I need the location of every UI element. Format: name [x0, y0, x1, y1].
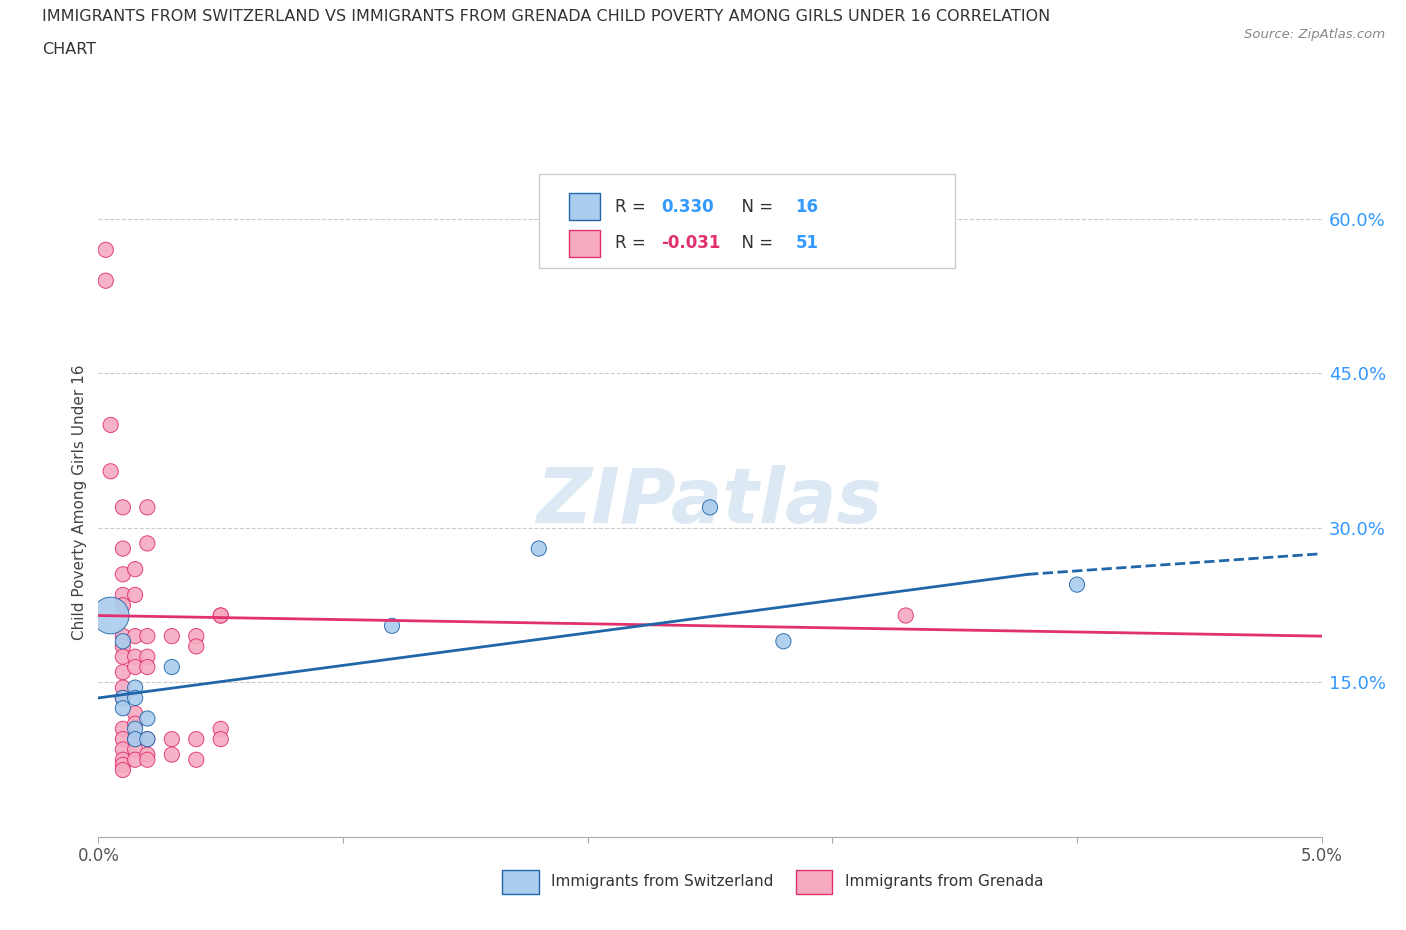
FancyBboxPatch shape: [569, 193, 600, 219]
Point: [100, 608, 122, 623]
Point: [209, 722, 232, 737]
Text: Source: ZipAtlas.com: Source: ZipAtlas.com: [1244, 28, 1385, 41]
Text: -0.031: -0.031: [661, 234, 720, 252]
Point: [111, 634, 134, 649]
Point: [124, 649, 146, 664]
Point: [186, 629, 208, 644]
FancyBboxPatch shape: [502, 870, 538, 894]
Point: [124, 562, 146, 577]
Point: [894, 608, 917, 623]
Text: Immigrants from Grenada: Immigrants from Grenada: [845, 874, 1043, 889]
Point: [124, 629, 146, 644]
Point: [124, 659, 146, 674]
FancyBboxPatch shape: [538, 174, 955, 268]
Point: [186, 732, 208, 747]
Point: [772, 634, 794, 649]
Point: [186, 639, 208, 654]
Point: [209, 608, 232, 623]
Point: [111, 665, 134, 680]
Point: [111, 690, 134, 705]
Point: [124, 706, 146, 721]
Point: [111, 629, 134, 644]
Point: [94, 243, 117, 258]
Point: [136, 659, 159, 674]
FancyBboxPatch shape: [796, 870, 832, 894]
Point: [111, 500, 134, 515]
Point: [124, 680, 146, 695]
Point: [136, 732, 159, 747]
Point: [111, 763, 134, 777]
Point: [124, 752, 146, 767]
Point: [209, 608, 232, 623]
Text: R =: R =: [614, 234, 651, 252]
Point: [136, 536, 159, 551]
FancyBboxPatch shape: [569, 230, 600, 257]
Point: [111, 680, 134, 695]
Point: [124, 732, 146, 747]
Point: [136, 629, 159, 644]
Point: [160, 659, 183, 674]
Point: [111, 690, 134, 705]
Text: R =: R =: [614, 197, 651, 216]
Point: [124, 716, 146, 731]
Text: ZIPatlas: ZIPatlas: [537, 465, 883, 539]
Point: [136, 747, 159, 762]
Point: [111, 639, 134, 654]
Point: [527, 541, 550, 556]
Point: [699, 500, 721, 515]
Point: [209, 732, 232, 747]
Text: 16: 16: [796, 197, 818, 216]
Text: N =: N =: [731, 197, 778, 216]
Point: [94, 273, 117, 288]
Text: N =: N =: [731, 234, 778, 252]
Point: [111, 752, 134, 767]
Point: [111, 701, 134, 716]
Point: [111, 757, 134, 772]
Point: [136, 752, 159, 767]
Point: [136, 649, 159, 664]
Point: [136, 711, 159, 726]
Y-axis label: Child Poverty Among Girls Under 16: Child Poverty Among Girls Under 16: [72, 365, 87, 640]
Text: IMMIGRANTS FROM SWITZERLAND VS IMMIGRANTS FROM GRENADA CHILD POVERTY AMONG GIRLS: IMMIGRANTS FROM SWITZERLAND VS IMMIGRANT…: [42, 9, 1050, 24]
Point: [111, 732, 134, 747]
Text: 51: 51: [796, 234, 818, 252]
Point: [111, 541, 134, 556]
Point: [124, 722, 146, 737]
Point: [381, 618, 404, 633]
Point: [124, 690, 146, 705]
Point: [111, 742, 134, 757]
Point: [124, 732, 146, 747]
Point: [100, 464, 122, 479]
Point: [100, 418, 122, 432]
Point: [160, 747, 183, 762]
Point: [186, 752, 208, 767]
Text: 0.330: 0.330: [661, 197, 714, 216]
Point: [136, 732, 159, 747]
Text: Immigrants from Switzerland: Immigrants from Switzerland: [551, 874, 773, 889]
Point: [111, 588, 134, 603]
Point: [160, 732, 183, 747]
Point: [111, 567, 134, 582]
Point: [136, 500, 159, 515]
Point: [160, 629, 183, 644]
Point: [124, 588, 146, 603]
Point: [124, 742, 146, 757]
Point: [111, 598, 134, 613]
Text: CHART: CHART: [42, 42, 96, 57]
Point: [111, 649, 134, 664]
Point: [111, 722, 134, 737]
Point: [1066, 578, 1088, 592]
